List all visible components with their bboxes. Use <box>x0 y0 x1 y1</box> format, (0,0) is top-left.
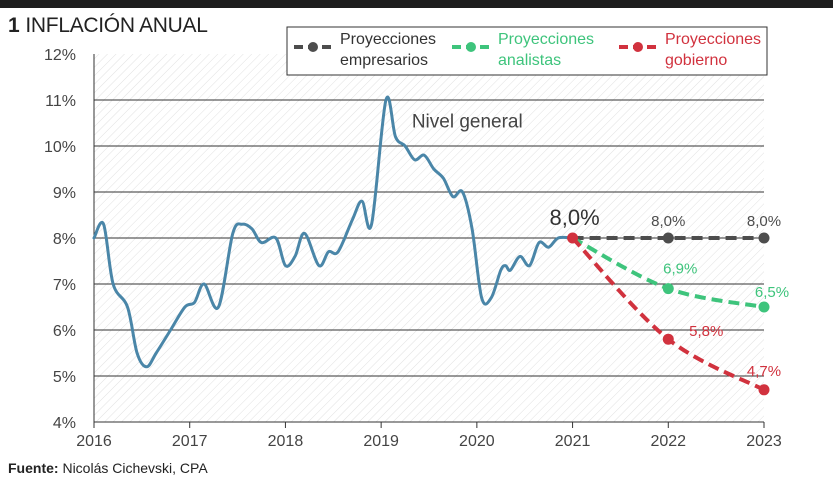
data-point-analistas <box>662 283 674 295</box>
legend-swatch-dot-gobierno <box>633 42 643 52</box>
data-point-empresarios <box>662 232 674 244</box>
legend-label-gobierno-line1: Proyecciones <box>665 31 761 48</box>
source-text: Nicolás Cichevski, CPA <box>62 460 208 476</box>
legend-label-analistas-line2: analistas <box>498 52 561 69</box>
series-line-nivel-general <box>92 95 575 369</box>
x-tick-label: 2019 <box>363 433 399 450</box>
chart-number: 1 <box>8 14 20 37</box>
data-label-analistas: 6,9% <box>663 261 697 278</box>
x-tick-label: 2018 <box>268 433 304 450</box>
annotation-nivel-general: Nivel general <box>412 112 523 133</box>
y-tick-label: 6% <box>53 323 76 340</box>
x-tick-label: 2020 <box>459 433 495 450</box>
data-label-gobierno: 4,7% <box>747 363 781 380</box>
legend-box <box>286 26 768 76</box>
top-bar <box>0 0 833 8</box>
legend-label-gobierno-line2: gobierno <box>665 52 727 69</box>
data-point-gobierno <box>662 333 674 345</box>
source-note: Fuente: Nicolás Cichevski, CPA <box>8 460 208 476</box>
x-tick-label: 2016 <box>76 433 112 450</box>
y-tick-label: 5% <box>53 369 76 386</box>
x-tick-label: 2022 <box>650 433 686 450</box>
data-point-empresarios <box>758 232 770 244</box>
data-point-gobierno <box>758 384 770 396</box>
y-tick-label: 4% <box>53 415 76 432</box>
data-point-start <box>567 232 579 244</box>
y-tick-label: 9% <box>53 185 76 202</box>
data-label-analistas: 6,5% <box>755 284 789 301</box>
data-label-gobierno: 5,8% <box>689 323 723 340</box>
y-tick-label: 12% <box>44 47 76 64</box>
data-label-start: 8,0% <box>549 205 599 230</box>
y-tick-label: 7% <box>53 277 76 294</box>
data-point-analistas <box>758 301 770 313</box>
chart-title: 1 INFLACIÓN ANUAL <box>8 14 208 38</box>
chart-title-text: INFLACIÓN ANUAL <box>25 14 208 37</box>
y-tick-label: 10% <box>44 139 76 156</box>
legend-swatch-dot-empresarios <box>308 42 318 52</box>
x-tick-label: 2017 <box>172 433 208 450</box>
x-tick-label: 2023 <box>746 433 782 450</box>
source-label: Fuente: <box>8 460 59 476</box>
x-tick-label: 2021 <box>555 433 591 450</box>
data-label-empresarios: 8,0% <box>747 213 781 230</box>
legend-label-empresarios-line2: empresarios <box>340 52 428 69</box>
legend-swatch-dot-analistas <box>466 42 476 52</box>
legend-label-analistas-line1: Proyecciones <box>498 31 594 48</box>
inflation-chart: 4% 5% 6% 7% 8% 9% 10% 11% 12% 2016 2017 2018 2019 202… <box>44 26 789 450</box>
data-label-empresarios: 8,0% <box>651 213 685 230</box>
y-tick-label: 8% <box>53 231 76 248</box>
legend-label-empresarios-line1: Proyecciones <box>340 31 436 48</box>
y-tick-label: 11% <box>45 93 76 110</box>
